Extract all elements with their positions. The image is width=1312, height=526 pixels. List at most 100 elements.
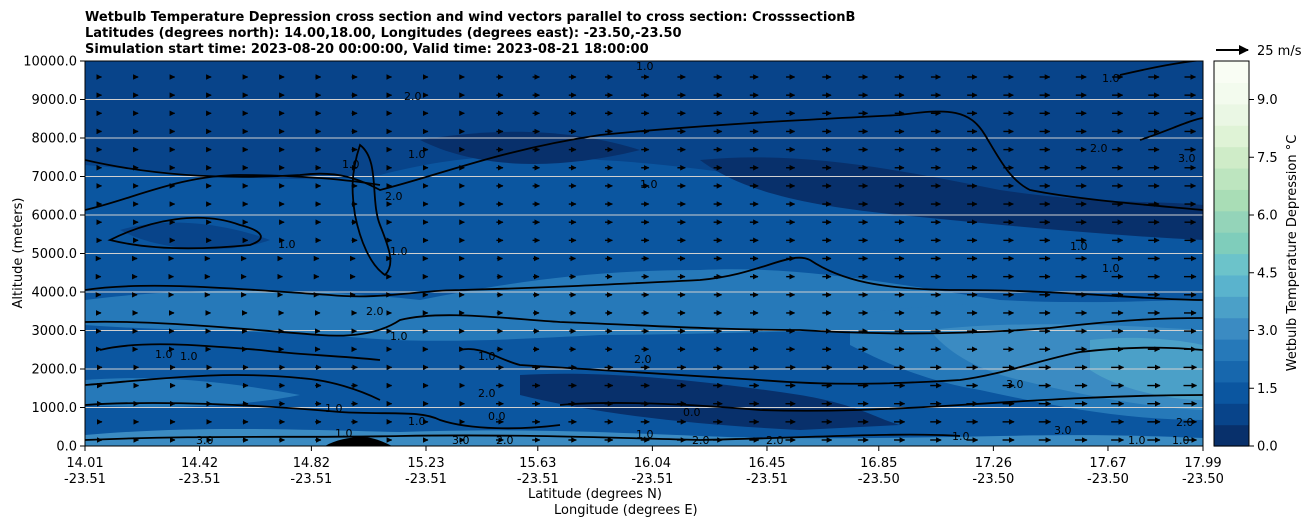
colorbar-segment xyxy=(1214,403,1249,426)
colorbar-tick-label: 9.0 xyxy=(1257,93,1278,108)
colorbar-segment xyxy=(1214,189,1249,212)
contour-label: 1.0 xyxy=(342,158,360,171)
contour-label: 0.0 xyxy=(488,410,506,423)
colorbar-segment xyxy=(1214,125,1249,148)
contour-11 xyxy=(559,394,1203,412)
colorbar-segment xyxy=(1214,61,1249,83)
x-tick-label-lat: 14.01 xyxy=(66,456,103,471)
x-tick-label-lon: -23.51 xyxy=(64,472,106,487)
contour-10 xyxy=(85,402,561,430)
x-tick-label-lat: 17.26 xyxy=(975,456,1012,471)
colorbar-segment xyxy=(1214,424,1249,447)
contour-label: 1.0 xyxy=(180,350,198,363)
x-tick-label-lat: 16.85 xyxy=(860,456,897,471)
y-tick-label: 9000.0 xyxy=(32,93,78,108)
x-axis-label-longitude: Longitude (degrees E) xyxy=(554,503,698,518)
contour-label: 3.0 xyxy=(1054,424,1072,437)
colorbar-segment xyxy=(1214,210,1249,233)
contour-label: 1.0 xyxy=(1102,72,1120,85)
contour-label: 1.0 xyxy=(408,415,426,428)
field-dark-patch-3 xyxy=(120,222,270,250)
y-tick-label: 4000.0 xyxy=(32,286,78,301)
contour-label: 1.0 xyxy=(278,238,296,251)
colorbar-segment xyxy=(1214,274,1249,297)
colorbar-segment xyxy=(1214,232,1249,255)
contour-label: 2.0 xyxy=(478,387,496,400)
colorbar-tick-label: 3.0 xyxy=(1257,324,1278,339)
contour-label: 2.0 xyxy=(1176,416,1194,429)
colorbar-ticks: 0.0 1.5 3.0 4.5 6.0 7.5 9.0 xyxy=(1249,93,1278,455)
chart-title-line-3: Simulation start time: 2023-08-20 00:00:… xyxy=(85,42,649,57)
colorbar xyxy=(1214,61,1249,447)
x-tick-label-lon: -23.51 xyxy=(631,472,673,487)
contour-labels: 1.0 2.0 1.0 1.0 2.0 1.0 2.0 1.0 1.0 1.0 … xyxy=(155,61,1196,447)
colorbar-segment xyxy=(1214,381,1249,404)
contour-label: 3.0 xyxy=(452,434,470,447)
contour-label: 1.0 xyxy=(1172,434,1190,447)
y-tick-label: 7000.0 xyxy=(32,170,78,185)
field-dark-low-band xyxy=(520,373,900,430)
y-tick-label: 10000.0 xyxy=(23,55,77,70)
y-tick-label: 1000.0 xyxy=(32,401,78,416)
y-tick-label: 2000.0 xyxy=(32,363,78,378)
wind-reference: 25 m/s xyxy=(1216,44,1302,59)
colorbar-tick-label: 7.5 xyxy=(1257,151,1278,166)
x-tick-label-lon: -23.51 xyxy=(746,472,788,487)
colorbar-segment xyxy=(1214,146,1249,169)
x-tick-label-lon: -23.50 xyxy=(972,472,1014,487)
wind-vectors xyxy=(95,74,1198,443)
wind-reference-label: 25 m/s xyxy=(1257,44,1302,59)
x-tick-label-lon: -23.51 xyxy=(405,472,447,487)
contour-label: 1.0 xyxy=(478,350,496,363)
terrain xyxy=(325,437,392,446)
contour-label: 2.0 xyxy=(692,434,710,447)
colorbar-segment xyxy=(1214,317,1249,340)
contour-label: 1.0 xyxy=(1128,434,1146,447)
contour-label: 1.0 xyxy=(390,245,408,258)
colorbar-label: Wetbulb Temperature Depression °C xyxy=(1285,135,1300,372)
x-tick-label-lon: -23.50 xyxy=(858,472,900,487)
contour-label: 2.0 xyxy=(496,434,514,447)
x-tick-label-lat: 15.63 xyxy=(519,456,556,471)
contour-6 xyxy=(85,314,1203,337)
colorbar-tick-label: 4.5 xyxy=(1257,266,1278,281)
x-tick-label-lon: -23.50 xyxy=(1182,472,1224,487)
colorbar-frame xyxy=(1213,60,1250,447)
contour-7 xyxy=(99,343,381,361)
contour-12 xyxy=(85,433,961,441)
contour-label: 3.0 xyxy=(1006,378,1024,391)
contour-14 xyxy=(1139,117,1203,141)
contour-lines xyxy=(85,61,1203,441)
contour-label: 1.0 xyxy=(640,178,658,191)
colorbar-segment xyxy=(1214,82,1249,105)
contour-label: 1.0 xyxy=(155,348,173,361)
contour-label: 2.0 xyxy=(404,90,422,103)
field-dark-patch-2 xyxy=(700,157,1203,240)
colorbar-segment xyxy=(1214,296,1249,319)
contour-label: 2.0 xyxy=(1090,142,1108,155)
y-tick-label: 0.0 xyxy=(56,440,77,455)
contour-9 xyxy=(459,346,1203,385)
contour-label: 1.0 xyxy=(1102,262,1120,275)
contour-label: 1.0 xyxy=(1070,240,1088,253)
contour-label: 1.0 xyxy=(408,148,426,161)
contour-label: 2.0 xyxy=(634,353,652,366)
x-axis: 14.01-23.5114.42-23.5114.82-23.5115.23-2… xyxy=(64,446,1224,487)
contour-label: 1.0 xyxy=(325,402,343,415)
x-tick-label-lat: 17.99 xyxy=(1184,456,1221,471)
chart-title-line-1: Wetbulb Temperature Depression cross sec… xyxy=(85,10,855,25)
colorbar-segment xyxy=(1214,253,1249,276)
x-tick-label-lat: 14.82 xyxy=(293,456,330,471)
x-axis-label-latitude: Latitude (degrees N) xyxy=(528,487,662,502)
colorbar-tick-label: 1.5 xyxy=(1257,382,1278,397)
contour-label: 1.0 xyxy=(952,430,970,443)
x-tick-label-lat: 14.42 xyxy=(181,456,218,471)
chart-title-line-2: Latitudes (degrees north): 14.00,18.00, … xyxy=(85,26,682,41)
contour-13 xyxy=(1119,61,1203,76)
x-tick-label-lat: 15.23 xyxy=(407,456,444,471)
plot-area: 1.0 2.0 1.0 1.0 2.0 1.0 2.0 1.0 1.0 1.0 … xyxy=(85,61,1203,447)
contour-4 xyxy=(351,143,392,277)
y-tick-label: 5000.0 xyxy=(32,247,78,262)
colorbar-segment xyxy=(1214,167,1249,190)
